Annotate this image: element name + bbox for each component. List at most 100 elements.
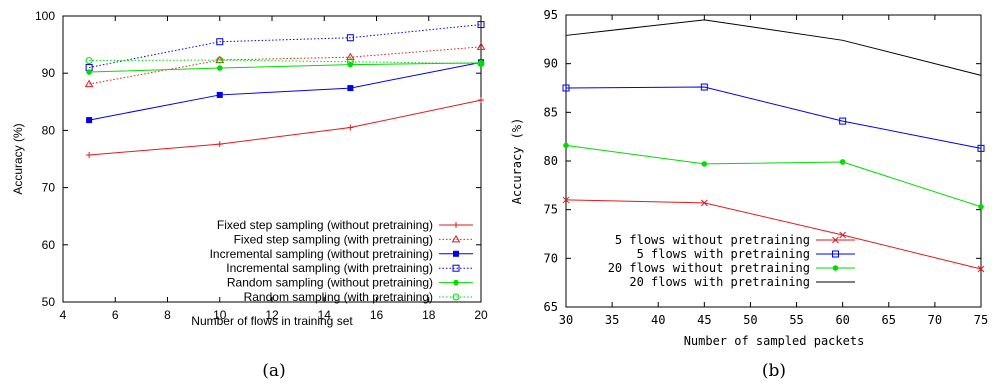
legend-label: Fixed step sampling (without pretraining… [217, 218, 433, 232]
data-point [86, 151, 93, 158]
legend-label: Random sampling (with pretraining) [244, 290, 433, 304]
x-tick-label: 55 [789, 313, 803, 327]
data-point [839, 117, 847, 125]
y-tick-label: 70 [544, 251, 558, 265]
x-tick-label: 40 [651, 313, 665, 327]
legend-label: 5 flows without pretraining [615, 233, 810, 247]
data-point [977, 265, 985, 273]
data-point [977, 144, 985, 152]
legend-marker [832, 250, 839, 258]
x-tick-label: 6 [112, 308, 119, 322]
series-line-1 [565, 199, 982, 270]
legend-marker [452, 293, 460, 301]
y-tick-label: 80 [544, 154, 558, 168]
data-point [216, 38, 224, 46]
data-point [84, 79, 94, 88]
legend-label: Fixed step sampling (with pretraining) [234, 232, 433, 246]
data-point [478, 97, 484, 104]
data-point [701, 161, 708, 167]
x-axis-label-b: Number of sampled packets [684, 334, 865, 348]
y-tick-label: 90 [42, 66, 56, 80]
data-point [216, 91, 223, 98]
x-tick-label: 18 [422, 308, 436, 322]
y-axis-label-a: Accuracy (%) [11, 123, 25, 194]
series-line-3 [89, 61, 482, 121]
panel-label-a: (a) [262, 361, 285, 381]
data-point [216, 141, 223, 148]
data-point [563, 142, 569, 149]
y-tick-label: 80 [42, 123, 56, 137]
data-point [346, 52, 355, 61]
y-tick-label: 50 [42, 295, 56, 309]
data-point [839, 159, 846, 165]
panel-label-b: (b) [762, 361, 786, 381]
x-tick-label: 70 [928, 313, 942, 327]
series-line-1 [89, 99, 482, 156]
data-point [700, 83, 708, 91]
chart-panel-b: 30 35 40 45 50 55 60 65 70 75 65 70 75 80 85 90 95 5 flo… [510, 8, 988, 381]
series-line-2 [565, 86, 982, 149]
data-point [477, 21, 485, 29]
data-point [346, 58, 354, 66]
legend-label: 5 flows with pretraining [637, 247, 810, 261]
data-point [839, 231, 847, 239]
x-tick-label: 4 [60, 308, 67, 322]
data-point [347, 124, 354, 131]
data-point [477, 59, 485, 67]
y-tick-label: 85 [544, 105, 558, 119]
data-point [562, 84, 570, 92]
series-lines-b [562, 19, 985, 273]
y-tick-label: 75 [544, 203, 558, 217]
series-line-2 [89, 46, 482, 85]
data-point [347, 85, 354, 92]
axis-ticks-a: 4 6 8 10 12 14 16 18 20 50 60 70 80 90 100 [35, 9, 488, 322]
series-line-3 [565, 144, 982, 208]
legend-marker [832, 236, 839, 244]
series-line-5 [89, 62, 482, 73]
x-tick-label: 60 [835, 313, 849, 327]
y-tick-label: 70 [42, 181, 56, 195]
x-tick-label: 50 [743, 313, 757, 327]
x-tick-label: 14 [318, 308, 332, 322]
y-axis-label-b: Accuracy (%) [510, 118, 524, 205]
data-point [216, 56, 224, 64]
y-tick-label: 65 [544, 300, 558, 314]
x-tick-label: 75 [974, 313, 988, 327]
data-point [86, 117, 93, 124]
x-tick-label: 20 [474, 308, 488, 322]
data-point [216, 65, 223, 71]
chart-panel-a: 4 6 8 10 12 14 16 18 20 50 60 70 80 90 100 Fixed step … [11, 9, 488, 381]
legend-label: Random sampling (without pretraining) [227, 276, 433, 290]
legend-marker [453, 250, 459, 257]
data-point [346, 34, 354, 42]
x-tick-label: 35 [605, 313, 619, 327]
series-line-4 [89, 24, 482, 68]
legend-label: Incremental sampling (with pretraining) [226, 261, 433, 275]
x-tick-label: 16 [370, 308, 384, 322]
series-lines-a [84, 21, 486, 158]
data-point [86, 69, 92, 75]
data-point [476, 42, 486, 50]
data-point [978, 203, 984, 210]
data-point [562, 196, 570, 204]
legend-a: Fixed step sampling (without pretraining… [210, 218, 473, 304]
legend-marker [451, 234, 461, 243]
legend-marker [452, 264, 460, 272]
legend-label: Incremental sampling (without pretrainin… [210, 247, 433, 261]
x-tick-label: 65 [882, 313, 896, 327]
y-tick-label: 95 [544, 8, 558, 22]
x-tick-label: 10 [213, 308, 227, 322]
legend-marker [453, 222, 459, 228]
series-line-4 [565, 19, 982, 76]
legend-label: 20 flows without pretraining [608, 261, 810, 275]
x-tick-label: 45 [697, 313, 711, 327]
y-tick-label: 60 [42, 238, 56, 252]
x-tick-label: 30 [559, 313, 573, 327]
axis-ticks-b: 30 35 40 45 50 55 60 65 70 75 65 70 75 80 85 90 95 [544, 8, 989, 327]
x-axis-label-a: Number of flows in training set [191, 314, 353, 328]
x-tick-label: 12 [265, 308, 279, 322]
data-point [85, 57, 93, 65]
legend-label: 20 flows with pretraining [629, 275, 810, 289]
